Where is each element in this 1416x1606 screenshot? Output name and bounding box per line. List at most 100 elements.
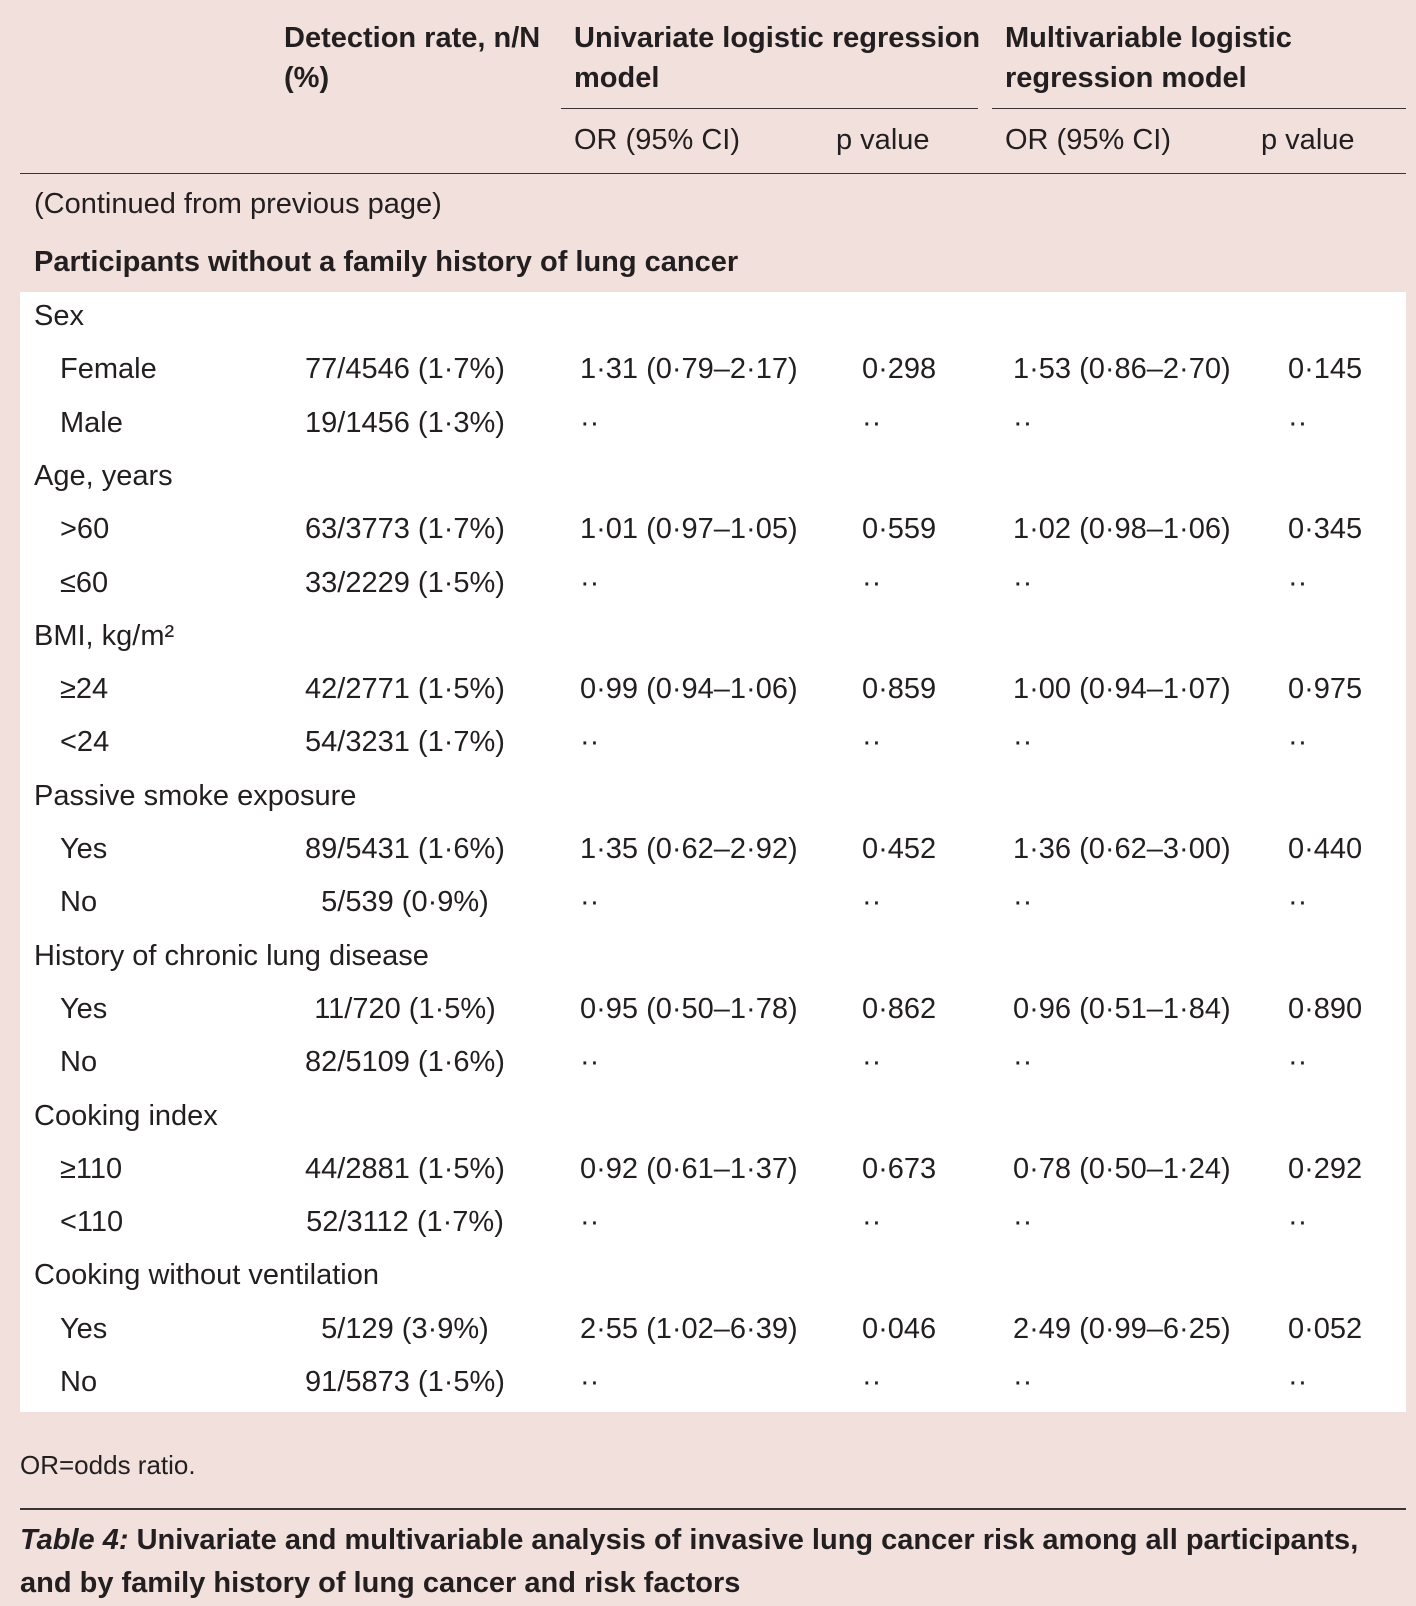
caption-text: Univariate and multivariable analysis of…: [20, 1524, 1359, 1599]
header-univariate-line1: Univariate logistic regression: [574, 22, 981, 54]
univariate-p-cell: 0·673: [862, 1153, 937, 1185]
detection-rate-cell: 44/2881 (1·5%): [305, 1153, 505, 1185]
header-detection-line2: (%): [284, 62, 330, 94]
multivariable-p-cell: 0·345: [1288, 513, 1363, 545]
row-category-label: Cooking index: [34, 1100, 218, 1132]
row-level-label: No: [60, 1366, 98, 1398]
continued-note: (Continued from previous page): [34, 188, 442, 220]
detection-rate-cell: 82/5109 (1·6%): [305, 1046, 505, 1078]
univariate-group-rule: [561, 108, 978, 109]
header-multi-p-value: p value: [1261, 124, 1355, 156]
univariate-p-cell: 0·298: [862, 353, 937, 385]
header-detection-rate: Detection rate, n/N (%): [284, 18, 540, 98]
univariate-p-cell: 0·452: [862, 833, 937, 865]
univariate-or-cell: ··: [580, 567, 600, 599]
header-uni-or-ci: OR (95% CI): [574, 124, 740, 156]
row-category-label: BMI, kg/m²: [34, 620, 175, 652]
header-multi-or-ci: OR (95% CI): [1005, 124, 1171, 156]
header-detection-line1: Detection rate, n/N: [284, 22, 541, 54]
header-univariate: Univariate logistic regression model: [574, 18, 980, 98]
detection-rate-cell: 33/2229 (1·5%): [305, 567, 505, 599]
univariate-p-cell: 0·862: [862, 993, 937, 1025]
univariate-p-cell: ··: [862, 726, 882, 758]
multivariable-or-cell: 1·36 (0·62–3·00): [1013, 833, 1231, 865]
detection-rate-cell: 63/3773 (1·7%): [305, 513, 505, 545]
row-level-label: >60: [60, 513, 110, 545]
detection-rate-cell: 77/4546 (1·7%): [305, 353, 505, 385]
multivariable-or-cell: ··: [1013, 726, 1033, 758]
univariate-or-cell: 2·55 (1·02–6·39): [580, 1313, 798, 1345]
multivariable-or-cell: ··: [1013, 1046, 1033, 1078]
univariate-p-cell: ··: [862, 567, 882, 599]
header-univariate-line2: model: [574, 62, 660, 94]
header-multivariable: Multivariable logistic regression model: [1005, 18, 1292, 98]
section-title: Participants without a family history of…: [34, 246, 739, 278]
header-bottom-rule: [20, 173, 1406, 174]
univariate-or-cell: 1·35 (0·62–2·92): [580, 833, 798, 865]
multivariable-p-cell: 0·975: [1288, 673, 1363, 705]
row-level-label: Male: [60, 407, 123, 439]
row-level-label: ≥24: [60, 673, 109, 705]
detection-rate-cell: 54/3231 (1·7%): [305, 726, 505, 758]
row-level-label: ≥110: [60, 1153, 123, 1185]
univariate-p-cell: ··: [862, 407, 882, 439]
row-level-label: <110: [60, 1206, 124, 1238]
univariate-or-cell: ··: [580, 886, 600, 918]
header-uni-p-value: p value: [836, 124, 930, 156]
univariate-p-cell: ··: [862, 1366, 882, 1398]
univariate-or-cell: 0·95 (0·50–1·78): [580, 993, 798, 1025]
row-level-label: ≤60: [60, 567, 109, 599]
header-multivariable-line1: Multivariable logistic: [1005, 22, 1292, 54]
multivariable-p-cell: ··: [1288, 1206, 1308, 1238]
multivariable-or-cell: ··: [1013, 407, 1033, 439]
row-category-label: Cooking without ventilation: [34, 1259, 379, 1291]
multivariable-p-cell: 0·145: [1288, 353, 1363, 385]
univariate-or-cell: ··: [580, 726, 600, 758]
multivariable-or-cell: 0·78 (0·50–1·24): [1013, 1153, 1231, 1185]
row-category-label: Sex: [34, 300, 84, 332]
row-level-label: <24: [60, 726, 110, 758]
univariate-p-cell: 0·559: [862, 513, 937, 545]
univariate-or-cell: ··: [580, 1366, 600, 1398]
multivariable-p-cell: ··: [1288, 407, 1308, 439]
row-category-label: Age, years: [34, 460, 173, 492]
footnote: OR=odds ratio.: [20, 1450, 196, 1480]
multivariable-p-cell: ··: [1288, 886, 1308, 918]
univariate-p-cell: 0·859: [862, 673, 937, 705]
multivariable-or-cell: 0·96 (0·51–1·84): [1013, 993, 1231, 1025]
row-level-label: No: [60, 886, 98, 918]
univariate-p-cell: ··: [862, 1046, 882, 1078]
row-level-label: Female: [60, 353, 157, 385]
multivariable-p-cell: 0·292: [1288, 1153, 1363, 1185]
caption-label: Table 4:: [20, 1524, 129, 1556]
multivariable-or-cell: 1·00 (0·94–1·07): [1013, 673, 1231, 705]
univariate-or-cell: 0·92 (0·61–1·37): [580, 1153, 798, 1185]
table-body-panel: [20, 292, 1406, 1412]
multivariable-p-cell: ··: [1288, 567, 1308, 599]
multivariable-p-cell: 0·890: [1288, 993, 1363, 1025]
detection-rate-cell: 5/539 (0·9%): [321, 886, 489, 918]
multivariable-or-cell: 2·49 (0·99–6·25): [1013, 1313, 1231, 1345]
univariate-or-cell: ··: [580, 1046, 600, 1078]
multivariable-or-cell: 1·02 (0·98–1·06): [1013, 513, 1231, 545]
table-caption: Table 4: Univariate and multivariable an…: [20, 1519, 1406, 1605]
caption-rule: [20, 1508, 1406, 1510]
multivariable-or-cell: 1·53 (0·86–2·70): [1013, 353, 1231, 385]
univariate-or-cell: 0·99 (0·94–1·06): [580, 673, 798, 705]
multivariable-group-rule: [992, 108, 1406, 109]
detection-rate-cell: 19/1456 (1·3%): [305, 407, 505, 439]
multivariable-or-cell: ··: [1013, 886, 1033, 918]
row-category-label: Passive smoke exposure: [34, 780, 357, 812]
multivariable-or-cell: ··: [1013, 1206, 1033, 1238]
detection-rate-cell: 89/5431 (1·6%): [305, 833, 505, 865]
multivariable-p-cell: ··: [1288, 1046, 1308, 1078]
row-level-label: Yes: [60, 1313, 108, 1345]
detection-rate-cell: 52/3112 (1·7%): [306, 1206, 504, 1238]
row-category-label: History of chronic lung disease: [34, 940, 429, 972]
row-level-label: Yes: [60, 993, 108, 1025]
row-level-label: No: [60, 1046, 98, 1078]
detection-rate-cell: 91/5873 (1·5%): [305, 1366, 505, 1398]
univariate-p-cell: 0·046: [862, 1313, 937, 1345]
multivariable-or-cell: ··: [1013, 567, 1033, 599]
detection-rate-cell: 5/129 (3·9%): [321, 1313, 489, 1345]
